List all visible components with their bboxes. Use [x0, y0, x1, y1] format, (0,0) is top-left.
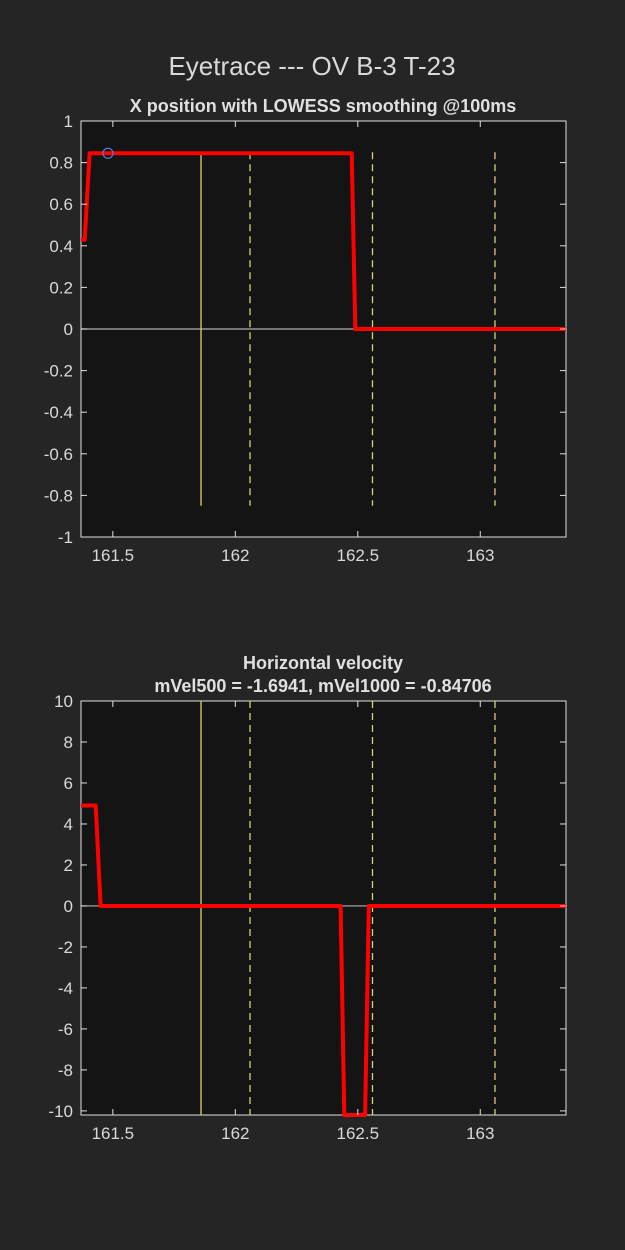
position-plot-marks: 161.5 162 162.5 163 1 0.8 0.6 0.4 0.2 0 -0.2 -0.4 -0…	[44, 112, 566, 565]
velocity-xtick-label: 161.5	[92, 1124, 135, 1143]
position-xtick-label: 163	[466, 546, 494, 565]
velocity-ytick-label: 2	[64, 856, 73, 875]
position-ytick-label: -0.2	[44, 362, 73, 381]
position-xtick-label: 161.5	[92, 546, 135, 565]
velocity-plot: Horizontal velocity mVel500 = -1.6941, m…	[48, 653, 567, 1143]
position-ytick-label: -0.6	[44, 445, 73, 464]
velocity-ytick-label: -10	[48, 1102, 73, 1121]
velocity-xtick-label: 162	[221, 1124, 249, 1143]
position-ytick-label: 1	[64, 112, 73, 131]
position-plot-title: X position with LOWESS smoothing @100ms	[130, 96, 517, 116]
figure-title: Eyetrace --- OV B-3 T-23	[168, 51, 455, 81]
velocity-ytick-label: -6	[58, 1020, 73, 1039]
velocity-ytick-label: 10	[54, 692, 73, 711]
velocity-ytick-label: -8	[58, 1061, 73, 1080]
velocity-ytick-label: 8	[64, 733, 73, 752]
position-ytick-label: 0.8	[49, 154, 73, 173]
velocity-xtick-label: 163	[466, 1124, 494, 1143]
velocity-ytick-label: -4	[58, 979, 73, 998]
velocity-ytick-label: 4	[64, 815, 73, 834]
velocity-ytick-label: 6	[64, 774, 73, 793]
position-xtick-label: 162.5	[337, 546, 380, 565]
velocity-trace	[81, 803, 566, 1117]
position-ytick-label: 0.4	[49, 237, 73, 256]
position-marker-circle	[102, 147, 114, 159]
position-ytick-label: -0.4	[44, 403, 73, 422]
position-ytick-label: -1	[58, 528, 73, 547]
velocity-plot-marks: 161.5 162 162.5 163 10 8 6 4 2 0 -2 -4 -6 -8 -10	[48, 692, 566, 1143]
position-trace	[81, 151, 566, 331]
velocity-xtick-label: 162.5	[337, 1124, 380, 1143]
velocity-plot-subtitle: mVel500 = -1.6941, mVel1000 = -0.84706	[154, 676, 491, 696]
velocity-plot-title: Horizontal velocity	[243, 653, 403, 673]
position-ytick-label: 0.6	[49, 195, 73, 214]
position-ytick-label: -0.8	[44, 486, 73, 505]
position-xtick-label: 162	[221, 546, 249, 565]
velocity-ytick-label: -2	[58, 938, 73, 957]
position-ytick-label: 0.2	[49, 278, 73, 297]
position-ytick-label: 0	[64, 320, 73, 339]
position-plot: X position with LOWESS smoothing @100ms …	[44, 96, 567, 565]
velocity-ytick-label: 0	[64, 897, 73, 916]
